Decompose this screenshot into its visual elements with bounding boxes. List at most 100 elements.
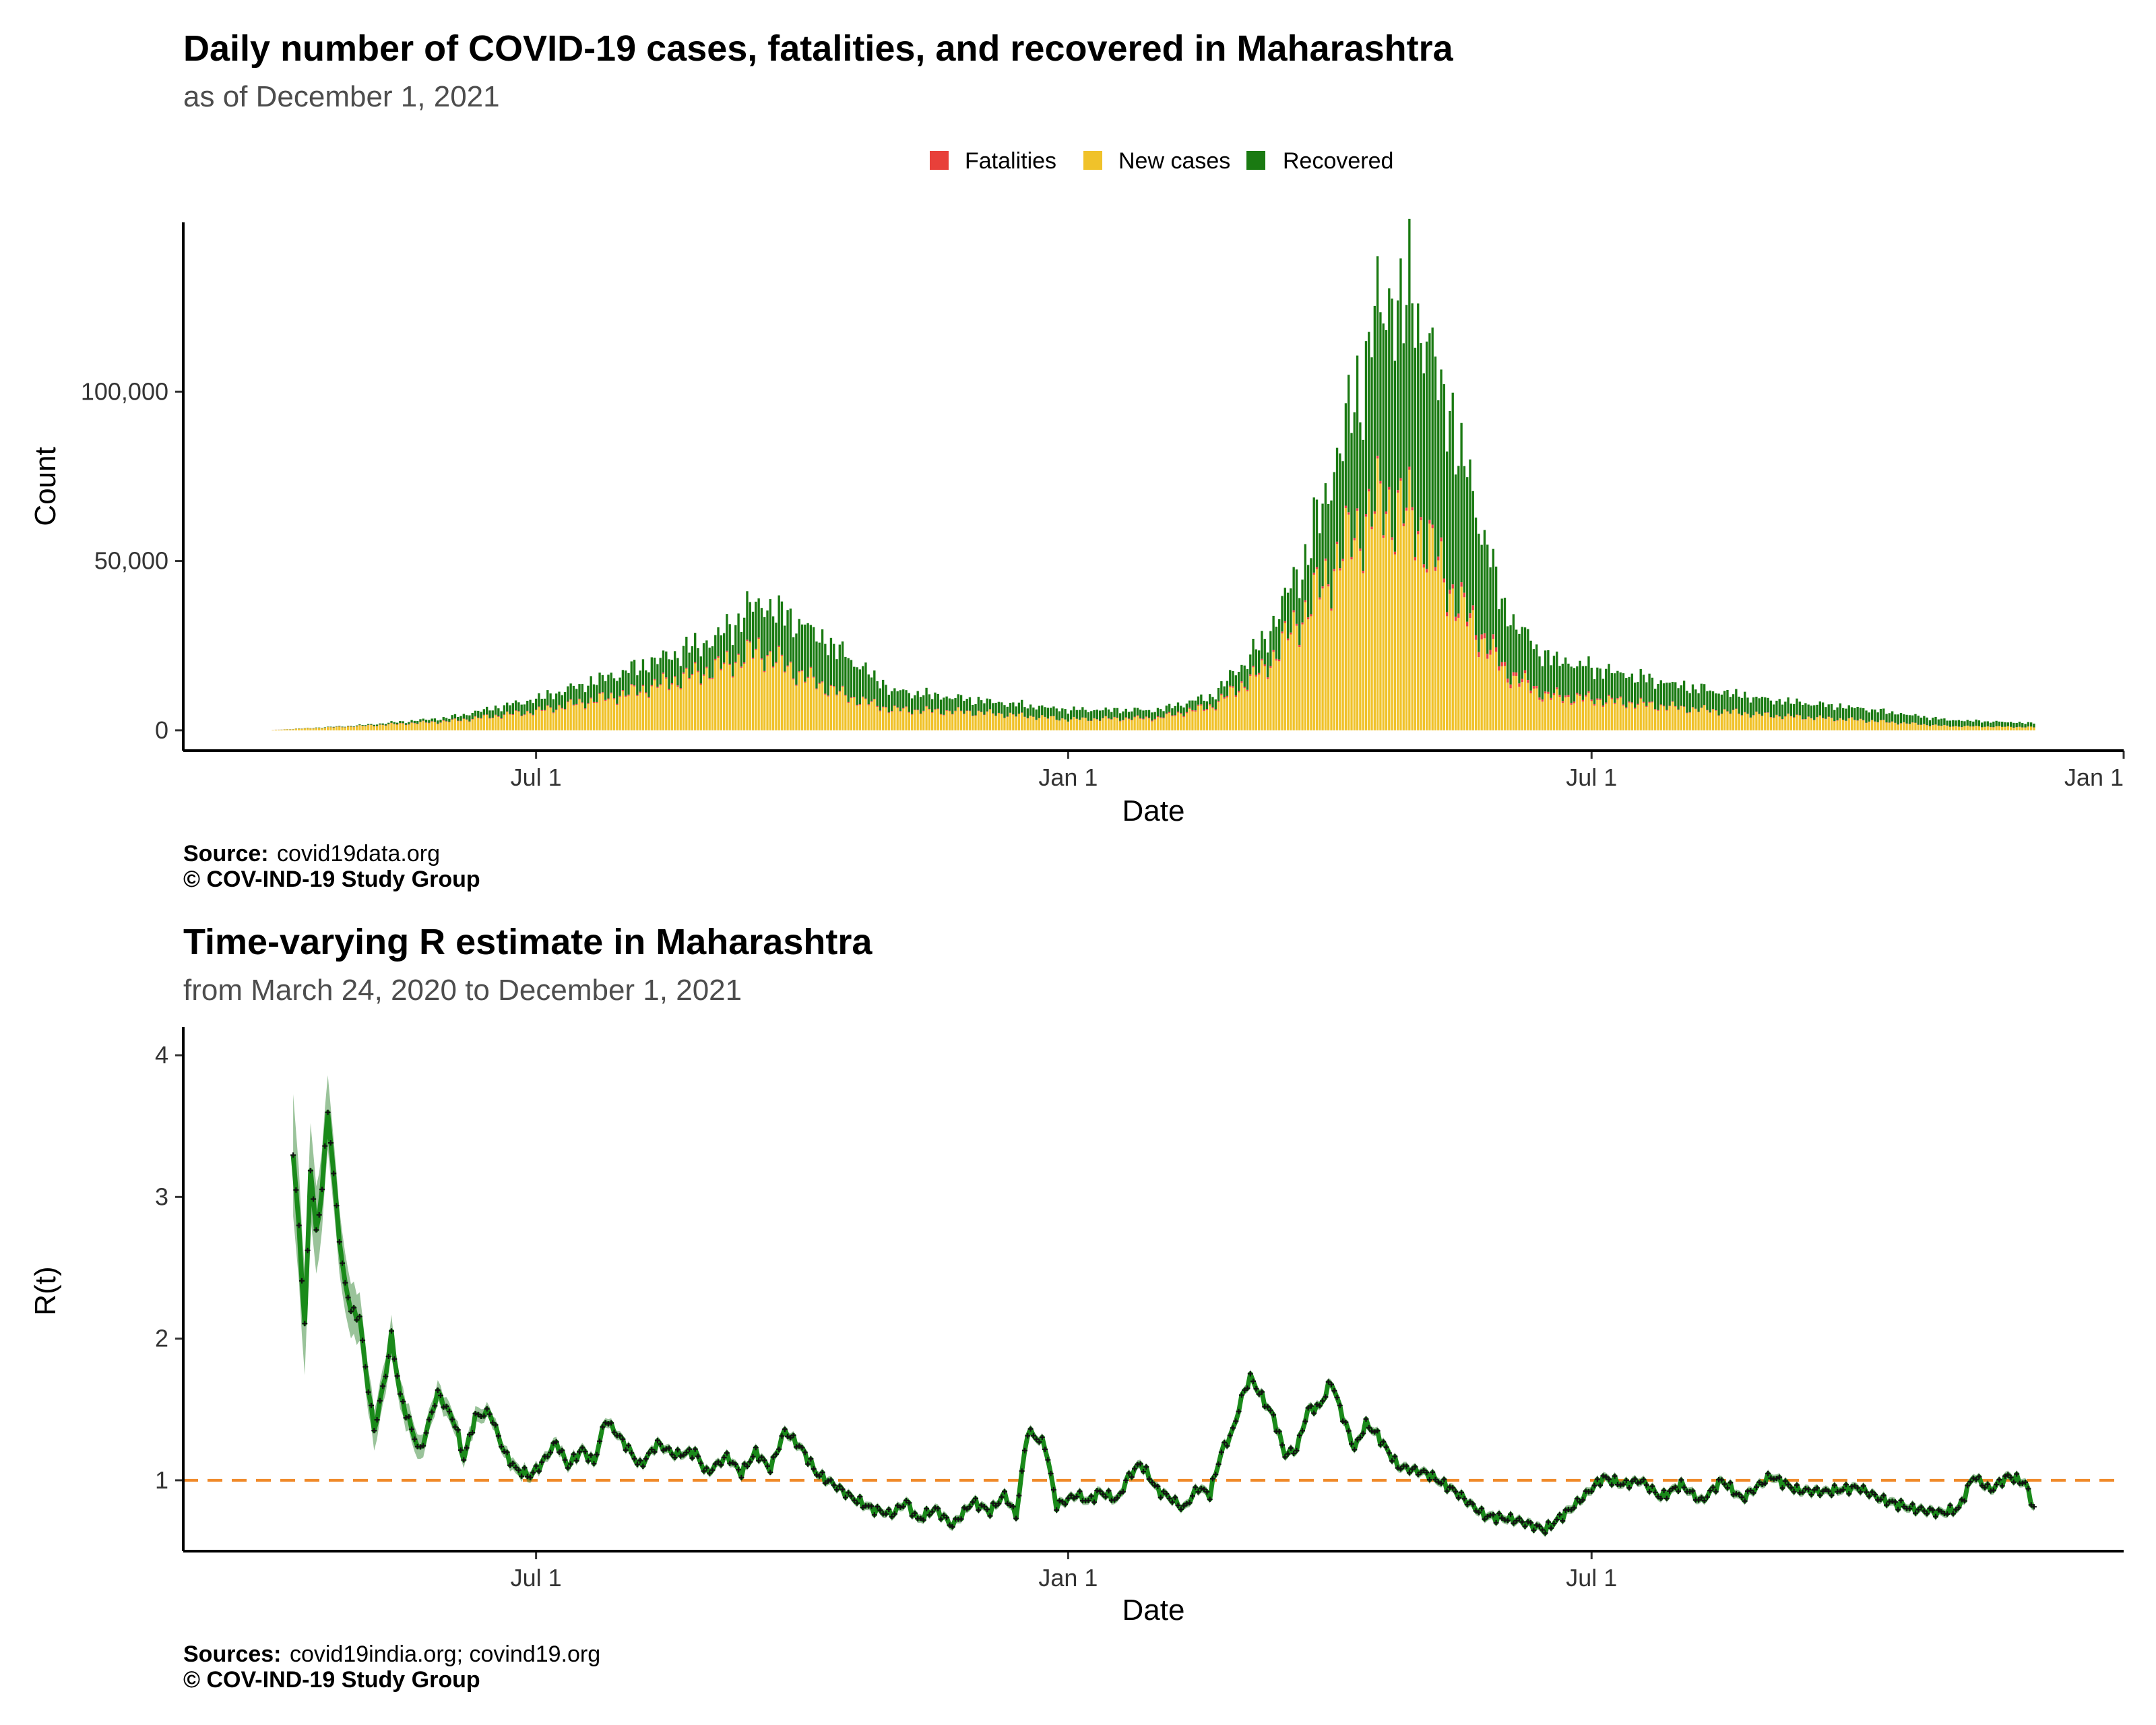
bar-new-cases — [318, 728, 321, 730]
bar-fatalities — [1529, 690, 1532, 693]
bar-new-cases — [786, 666, 789, 730]
bar-recovered — [431, 718, 433, 722]
bar-fatalities — [532, 714, 535, 716]
r-point — [1999, 1483, 2005, 1489]
cases-y-axis-title: Count — [29, 447, 62, 526]
bar-fatalities — [1414, 557, 1417, 561]
r-point — [1178, 1506, 1184, 1512]
bar-new-cases — [780, 656, 784, 730]
bar-recovered — [1220, 681, 1223, 694]
r-point — [1267, 1408, 1273, 1414]
bar-new-cases — [1662, 706, 1666, 730]
bar-fatalities — [1440, 537, 1442, 542]
bar-fatalities — [1740, 715, 1744, 716]
r-point — [1647, 1488, 1653, 1495]
bar-fatalities — [1124, 717, 1127, 718]
r-point — [360, 1338, 366, 1344]
bar-recovered — [1801, 705, 1804, 720]
bar-recovered — [1333, 472, 1335, 569]
bar-recovered — [1827, 704, 1830, 717]
bar-fatalities — [789, 661, 792, 663]
bar-new-cases — [1715, 710, 1717, 730]
r-point — [993, 1503, 999, 1509]
bar-fatalities — [668, 689, 670, 691]
bar-new-cases — [861, 697, 864, 730]
bar-recovered — [1457, 466, 1460, 614]
r-point — [1528, 1519, 1534, 1526]
r-point — [504, 1449, 510, 1455]
bar-new-cases — [1283, 623, 1286, 730]
r-point — [1085, 1497, 1091, 1503]
bar-new-cases — [540, 710, 543, 730]
r-point — [947, 1522, 953, 1528]
r-point — [585, 1458, 591, 1464]
bar-fatalities — [1168, 712, 1171, 714]
r-point — [949, 1524, 955, 1530]
bar-fatalities — [1368, 489, 1370, 492]
r-point — [1959, 1497, 1965, 1503]
r-point — [1386, 1450, 1392, 1456]
r-point — [1994, 1482, 2000, 1488]
r-point — [1560, 1518, 1566, 1524]
bar-fatalities — [922, 710, 925, 712]
x-tick-label: Jul 1 — [1566, 763, 1617, 791]
bar-new-cases — [1897, 724, 1899, 730]
bar-new-cases — [838, 691, 841, 730]
bar-fatalities — [1587, 691, 1590, 693]
bar-new-cases — [749, 642, 751, 730]
bar-recovered — [1628, 677, 1630, 702]
r-point — [1048, 1470, 1054, 1476]
bar-new-cases — [1376, 458, 1379, 730]
bar-recovered — [809, 625, 813, 667]
r-point — [1403, 1463, 1409, 1469]
bar-new-cases — [755, 650, 757, 730]
bar-recovered — [1021, 699, 1023, 713]
bar-new-cases — [1870, 720, 1874, 730]
r-point — [1103, 1494, 1109, 1500]
r-point — [1508, 1511, 1514, 1517]
r-point — [1215, 1461, 1222, 1467]
r-point — [1294, 1447, 1300, 1453]
bar-fatalities — [1405, 507, 1408, 511]
bar-recovered — [422, 718, 424, 721]
bar-fatalities — [1229, 685, 1232, 687]
bar-fatalities — [1319, 597, 1321, 600]
bar-fatalities — [742, 662, 746, 664]
bar-new-cases — [1391, 540, 1393, 730]
bar-new-cases — [1651, 702, 1654, 730]
r-point — [389, 1328, 394, 1334]
r-point — [996, 1501, 1002, 1507]
bar-recovered — [1058, 711, 1061, 721]
bar-recovered — [1859, 708, 1862, 719]
bar-recovered — [676, 658, 679, 686]
r-point — [1620, 1481, 1626, 1487]
bar-recovered — [1090, 711, 1093, 721]
bar-fatalities — [1339, 568, 1341, 571]
bar-new-cases — [1298, 646, 1301, 730]
bar-recovered — [1674, 682, 1677, 706]
r-point — [620, 1436, 626, 1442]
bar-new-cases — [567, 702, 569, 730]
bar-fatalities — [928, 709, 931, 710]
bar-recovered — [2033, 723, 2035, 728]
bar-fatalities — [885, 707, 887, 708]
bar-recovered — [1098, 710, 1102, 721]
bar-recovered — [1376, 256, 1379, 456]
bar-new-cases — [1839, 718, 1842, 730]
bar-fatalities — [428, 722, 431, 724]
bar-recovered — [453, 714, 457, 719]
bar-new-cases — [1160, 718, 1162, 730]
bar-recovered — [471, 713, 474, 719]
bar-fatalities — [1630, 702, 1634, 703]
r-point — [1369, 1428, 1375, 1434]
bar-recovered — [997, 701, 1001, 713]
r-point — [924, 1506, 930, 1511]
bar-new-cases — [994, 716, 997, 730]
bar-fatalities — [1657, 710, 1659, 711]
bar-recovered — [1431, 327, 1434, 525]
bar-new-cases — [2033, 727, 2035, 730]
bar-recovered — [685, 636, 688, 668]
bar-new-cases — [619, 697, 621, 730]
bar-new-cases — [1440, 541, 1442, 730]
bar-recovered — [873, 670, 876, 699]
